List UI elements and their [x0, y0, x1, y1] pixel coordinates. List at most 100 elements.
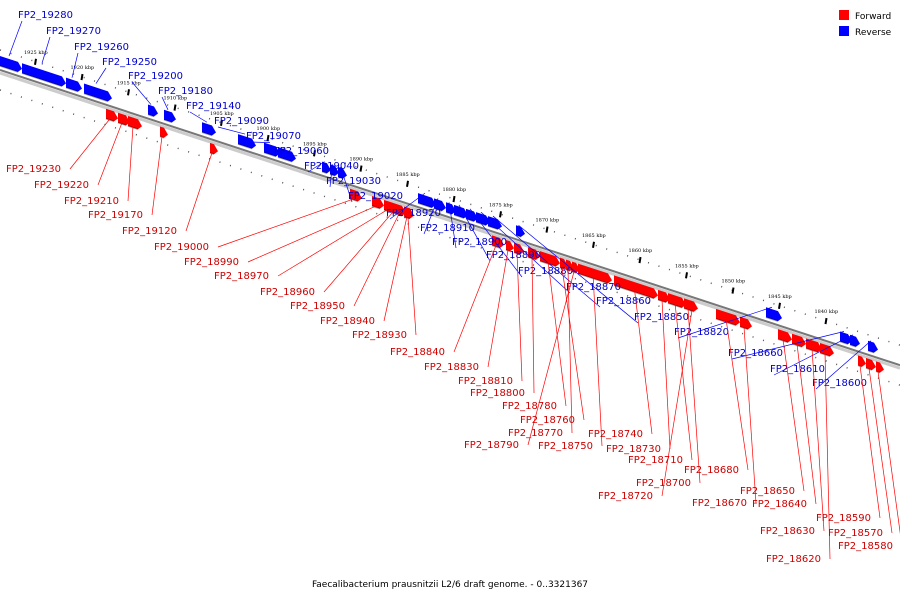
forward-gene-label: FP2_19230: [6, 164, 61, 175]
reverse-gene-body: [466, 208, 478, 222]
forward-gene-leader: [687, 308, 701, 484]
dotted-track: [0, 89, 900, 386]
tick-mark: [499, 211, 502, 218]
reverse-gene: [867, 340, 878, 354]
forward-gene-leader: [69, 118, 111, 170]
reverse-gene: [263, 142, 280, 158]
forward-gene-label: FP2_18770: [508, 428, 563, 439]
forward-gene-label: FP2_18720: [598, 491, 653, 502]
reverse-gene-shade: [417, 202, 433, 209]
forward-gene-leader: [633, 285, 653, 435]
forward-gene-shade: [117, 121, 127, 127]
forward-gene-label: FP2_18730: [606, 444, 661, 455]
tick-mark: [685, 272, 688, 279]
reverse-gene-body: [868, 340, 878, 353]
forward-gene-shade: [383, 209, 391, 213]
forward-gene: [117, 112, 130, 127]
reverse-gene-body: [264, 142, 280, 157]
tick-mark: [406, 180, 409, 187]
forward-gene-body: [406, 207, 414, 219]
forward-gene-leader: [725, 318, 749, 471]
reverse-gene: [65, 77, 82, 93]
reverse-gene: [321, 161, 331, 174]
forward-gene-leader: [868, 367, 893, 534]
reverse-gene-label: FP2_19270: [46, 26, 101, 37]
forward-gene-label: FP2_18590: [816, 513, 871, 524]
tick-label: 1890 kbp: [350, 157, 374, 163]
forward-gene-label: FP2_19000: [154, 242, 209, 253]
reverse-gene-label: FP2_18910: [420, 223, 475, 234]
reverse-gene-leader: [249, 141, 271, 143]
forward-gene-leader: [383, 216, 408, 322]
reverse-gene-label: FP2_19090: [214, 116, 269, 127]
forward-gene-label: FP2_18580: [838, 541, 893, 552]
reverse-gene-leader: [277, 146, 286, 158]
figure-caption: Faecalibacterium prausnitzii L2/6 draft …: [312, 580, 588, 590]
reverse-gene-leader: [307, 161, 325, 173]
forward-gene-leader: [592, 273, 603, 447]
tick-label: 1875 kbp: [489, 202, 513, 208]
forward-gene-leader: [217, 198, 355, 248]
reverse-gene: [487, 216, 502, 231]
reverse-gene-body: [84, 83, 112, 102]
reverse-gene-leader: [95, 67, 107, 84]
reverse-gene-label: FP2_19060: [274, 146, 329, 157]
forward-gene-leader: [516, 252, 523, 382]
reverse-genes: [0, 56, 878, 354]
forward-gene-body: [668, 293, 686, 308]
reverse-gene: [765, 307, 782, 322]
forward-gene-leader: [277, 209, 388, 277]
reverse-gene-label: FP2_18850: [634, 312, 689, 323]
tick-mark: [731, 287, 735, 294]
forward-gene-leader: [407, 217, 417, 336]
reverse-gene-shade: [337, 176, 344, 180]
forward-gene-label: FP2_18780: [502, 401, 557, 412]
forward-gene-body: [372, 196, 384, 209]
forward-gene-label: FP2_18950: [290, 301, 345, 312]
forward-gene-body: [106, 108, 118, 122]
reverse-gene-leader: [41, 36, 51, 64]
reverse-gene-shade: [65, 86, 79, 93]
tick-mark: [220, 119, 223, 126]
reverse-gene-body: [488, 216, 502, 230]
forward-gene-body: [514, 242, 524, 255]
reverse-gene-body: [0, 56, 22, 72]
forward-gene-labels: FP2_19230 FP2_19220 FP2_19210 FP2_19170 FP2_…: [6, 118, 900, 565]
reverse-gene: [83, 83, 112, 103]
forward-gene-leader: [661, 310, 693, 497]
forward-gene-label: FP2_18700: [636, 478, 691, 489]
reverse-gene-label: FP2_19040: [304, 161, 359, 172]
reverse-gene-label: FP2_18860: [596, 296, 651, 307]
forward-gene-leader: [661, 299, 671, 450]
reverse-gene-body: [22, 63, 66, 87]
reverse-gene-label: FP2_18920: [386, 208, 441, 219]
forward-gene-label: FP2_19170: [88, 210, 143, 221]
reverse-gene-shade: [849, 344, 857, 348]
reverse-gene-label: FP2_18660: [728, 348, 783, 359]
reverse-gene: [201, 122, 216, 137]
reverse-gene: [0, 56, 22, 73]
reverse-gene-shade: [433, 207, 443, 212]
reverse-gene: [453, 204, 468, 219]
forward-gene-leader: [824, 352, 831, 560]
reverse-gene-shade: [21, 72, 63, 88]
forward-gene-leader: [877, 371, 900, 535]
reverse-gene: [849, 334, 860, 348]
forward-gene-shade: [613, 284, 655, 300]
reverse-gene-body: [766, 307, 782, 322]
forward-gene-label: FP2_18650: [740, 486, 795, 497]
backbone-shadow: [0, 71, 900, 370]
forward-gene: [105, 108, 118, 123]
reverse-gene-leader: [161, 96, 169, 110]
reverse-gene-labels: FP2_19280 FP2_19270 FP2_19260 FP2_19250 FP2_…: [8, 10, 872, 390]
forward-gene-shade: [105, 118, 115, 123]
forward-gene-leader: [782, 339, 805, 492]
forward-gene-leader: [547, 261, 567, 407]
reverse-gene-label: FP2_19030: [326, 176, 381, 187]
tick-label: 1920 kbp: [71, 65, 95, 71]
forward-gene-label: FP2_18990: [184, 257, 239, 268]
reverse-gene-leader: [448, 202, 457, 249]
reverse-gene-leader: [731, 331, 845, 360]
forward-gene-leader: [527, 271, 575, 446]
reverse-gene-shade: [867, 349, 875, 354]
